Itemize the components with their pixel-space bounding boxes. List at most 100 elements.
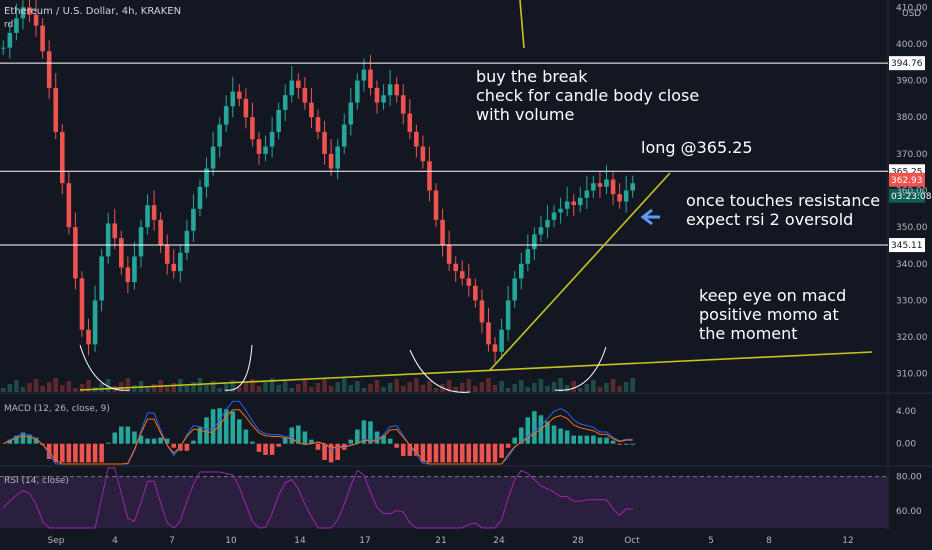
candle-body [79,278,85,330]
volume-bar [492,385,498,392]
volume-bar [473,386,478,392]
macd-histogram-bar [420,443,426,462]
macd-histogram-bar [459,443,465,463]
macd-histogram-bar [355,429,360,444]
candle-body [151,205,157,220]
volume-bar [33,379,39,392]
macd-histogram-bar [610,440,616,444]
macd-histogram-bar [348,439,354,444]
candle-body [53,87,59,132]
rsi-band [0,476,888,528]
candle-body [197,186,203,209]
volume-bar [538,379,544,392]
volume-bar [420,385,426,392]
candle-body [263,146,268,154]
macd-histogram-bar [394,443,399,448]
macd-histogram-bar [289,427,295,444]
candle-body [394,84,399,96]
volume-bar [518,380,524,392]
macd-histogram-bar [302,431,308,444]
candle-body [551,212,557,220]
volume-bar [210,381,216,392]
price-tick-label: 310.00 [896,370,928,380]
volume-bar [427,381,432,392]
volume-bar [348,385,354,392]
signal-line [3,409,633,465]
macd-histogram-bar [499,443,504,458]
level-label: 345.11 [891,241,923,251]
volume-bar [243,383,249,392]
candle-body [322,131,327,154]
candle-body [184,230,190,253]
macd-histogram-bar [53,443,59,463]
time-tick-label: 28 [572,536,584,546]
time-axis: Sep 4 7 10 14 17 21 24 28 Oct 5 8 12 [48,536,854,546]
macd-histogram-bar [276,443,281,447]
macd-histogram-bar [223,409,229,444]
macd-histogram-bar [315,443,321,450]
candle-body [276,109,281,132]
macd-histogram-bar [525,417,531,444]
macd-pane: 0.00 4.00 [3,400,916,465]
level-tag [889,238,925,253]
candle-body [538,227,544,235]
candle-body [20,7,26,19]
time-tick-label: Sep [48,536,65,546]
time-tick-label: 10 [225,536,237,546]
macd-histogram-bar [512,437,517,444]
arrow-icon [640,208,660,226]
candle-body [341,124,347,147]
horizontal-levels: 394.76 365.25 345.11 362.93 03:23:08 [0,56,932,253]
macd-histogram-bar [446,443,452,463]
candles [0,0,636,363]
volume-bar [86,380,91,392]
macd-histogram-bar [138,435,144,444]
vertical-trendline [519,0,525,49]
candle-body [368,69,373,88]
volume-bar [368,384,373,392]
candle-body [33,14,39,26]
volume-bar [59,385,65,392]
volume-bar [610,379,616,392]
candle-body [302,87,308,103]
volume-bar [617,386,622,392]
macd-histogram-bar [7,439,13,444]
macd-histogram-bar [453,443,458,463]
macd-histogram-bar [551,425,557,444]
macd-histogram-bar [237,419,242,444]
volume-bar [381,387,386,392]
candle-body [518,263,524,279]
time-tick-label: 7 [169,536,175,546]
volume-bar [466,379,472,392]
volume-bar [27,383,32,392]
macd-histogram-bar [322,443,327,460]
macd-histogram-bar [164,438,170,444]
candle-body [420,146,426,162]
candle-body [407,113,413,132]
price-tick-label: 390.00 [896,77,928,87]
volume-bar [394,379,399,392]
price-tick-label: 410.00 [896,3,928,13]
volume-bar [105,379,111,392]
macd-histogram-bar [486,443,491,463]
candle-body [237,91,242,99]
volume-bar [433,388,439,392]
volume-bar [223,384,229,392]
candle-body [0,47,6,49]
rsi-tick-label: 80.00 [896,473,922,483]
candle-body [479,300,485,323]
macd-histogram-bar [79,443,85,463]
candle-body [250,117,255,140]
level-label: 365.25 [891,167,923,177]
volume-bar [453,387,458,392]
volume-bar [46,382,52,392]
annotation-long: long @365.25 [641,138,753,157]
candle-body [66,183,72,228]
macd-histogram-bar [427,443,432,463]
candle-body [105,223,111,257]
candle-body [400,95,406,114]
macd-histogram-bar [466,443,472,463]
candle-body [171,263,177,272]
candle-body [604,179,609,187]
candle-body [571,201,577,206]
